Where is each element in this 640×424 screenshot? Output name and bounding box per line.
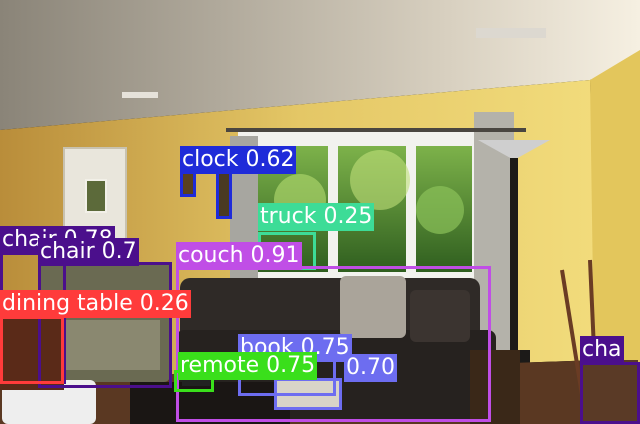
- clock-detection-1-label: clock 0.62: [180, 146, 297, 174]
- chair-detection-3-box: [580, 362, 640, 424]
- book-detection-2-box: [274, 378, 342, 410]
- chair-detection-2-label: chair 0.7: [38, 238, 139, 266]
- couch-detection-box: [176, 266, 491, 422]
- couch-detection-label: couch 0.91: [176, 242, 302, 270]
- dining-table-detection-box: [0, 316, 64, 384]
- chair-detection-3-label: cha: [580, 336, 624, 364]
- clock-detection-1-box: [180, 170, 196, 197]
- clock-detection-2-box: [216, 169, 232, 219]
- truck-detection-label: truck 0.25: [258, 203, 375, 231]
- dining-table-detection-label: dining table 0.26: [0, 290, 191, 318]
- remote-detection-label: remote 0.75: [178, 352, 318, 380]
- book-detection-2-label: 0.70: [344, 354, 397, 382]
